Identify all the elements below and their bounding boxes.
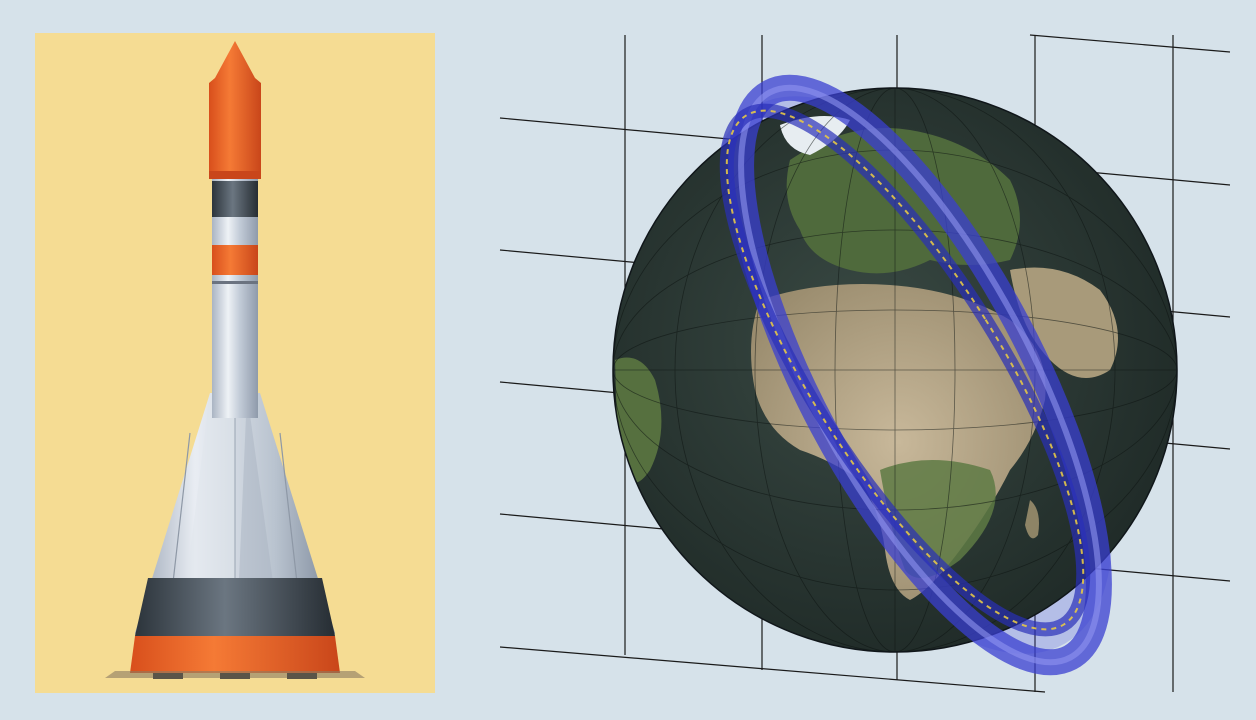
rocket-band-base — [130, 636, 340, 673]
rocket-fairing-base — [209, 171, 261, 179]
rocket-band-lower-dark — [135, 578, 335, 636]
rocket-core — [212, 178, 258, 418]
rocket-nozzles — [153, 673, 317, 679]
globe-illustration — [499, 34, 1231, 693]
rocket-nose-fairing — [209, 41, 261, 173]
rocket-illustration — [105, 41, 365, 679]
rocket-panel — [35, 33, 435, 693]
globe-panel — [490, 30, 1235, 700]
orbit-rings — [719, 74, 1112, 676]
orbit-ground-track — [725, 109, 1085, 631]
rocket-ring — [212, 281, 258, 284]
rocket-band-upper-dark — [212, 181, 258, 217]
land-madagascar — [1025, 500, 1039, 539]
land-middle-east — [1010, 267, 1118, 378]
rocket-band-middle — [212, 245, 258, 275]
